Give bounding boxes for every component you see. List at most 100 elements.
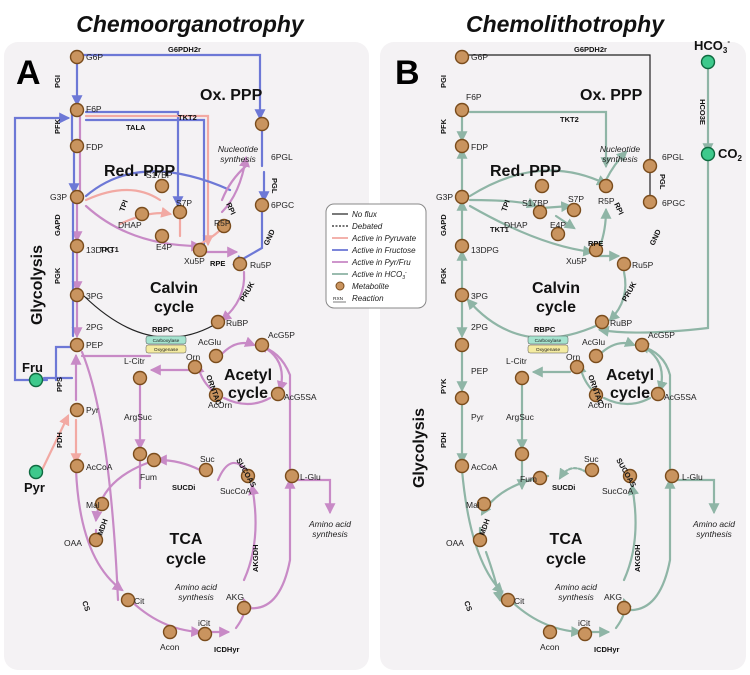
- metabolite-label: Suc: [200, 454, 215, 464]
- metabolite-label: RuBP: [226, 318, 249, 328]
- metabolite-node: [616, 600, 632, 616]
- reaction-label: TPI: [117, 199, 129, 213]
- metabolite-node: [622, 468, 638, 484]
- reaction-label: GAPD: [53, 214, 62, 236]
- metabolite-label: iCit: [578, 618, 591, 628]
- panel-a-title: Chemoorganotrophy: [76, 11, 305, 37]
- metabolite-node: [584, 462, 600, 478]
- panel-a-labels: G6P F6P FDP G3P 13DPG 3PG 2PG PEP Pyr Ac…: [50, 52, 321, 652]
- reaction-label: RPE: [210, 259, 225, 268]
- reaction-label: TKT2: [560, 115, 579, 124]
- legend-pyruvate: Active in Pyruvate: [351, 234, 417, 243]
- metabolite-node: [454, 238, 470, 254]
- metabolite-node: [187, 359, 203, 375]
- metabolite-node: [88, 532, 104, 548]
- metabolite-label: AcG5P: [268, 330, 295, 340]
- metabolite-label: AKG: [604, 592, 622, 602]
- legend-reaction: Reaction: [352, 294, 384, 303]
- metabolite-node: [154, 178, 170, 194]
- metabolite-node: [120, 592, 136, 608]
- metabolite-label: S17BP: [146, 170, 173, 180]
- metabolite-node: [132, 446, 148, 462]
- metabolite-label: F6P: [466, 92, 482, 102]
- metabolite-label: OAA: [446, 538, 464, 548]
- metabolite-label: AcGlu: [582, 337, 605, 347]
- nucleotide-synthesis-label-1: Nucleotide: [218, 144, 258, 154]
- metabolite-node: [532, 204, 548, 220]
- metabolite-node: [232, 256, 248, 272]
- metabolite-node: [454, 458, 470, 474]
- reaction-label: HCO3E: [698, 99, 707, 125]
- metabolite-label: PEP: [86, 340, 103, 350]
- metabolite-label: Mal: [466, 500, 480, 510]
- co2-external-node: [700, 146, 716, 162]
- metabolite-node: [254, 116, 270, 132]
- metabolite-node: [616, 256, 632, 272]
- metabolite-label: S7P: [176, 198, 192, 208]
- metabolite-label: AcOrn: [208, 400, 232, 410]
- glycolysis-label: Glycolysis: [411, 408, 428, 488]
- metabolite-label: Ru5P: [250, 260, 272, 270]
- metabolite-label: 3PG: [86, 291, 103, 301]
- metabolite-label: Mal: [86, 500, 100, 510]
- metabolite-node: [69, 337, 85, 353]
- reaction-label: AKGDH: [633, 545, 642, 573]
- metabolite-label: R5P: [214, 218, 231, 228]
- tca-label-1: TCA: [550, 531, 583, 548]
- carboxylase-label: Carboxylase: [535, 338, 562, 344]
- metabolite-label: 13DPG: [86, 245, 114, 255]
- reaction-label: PYK: [439, 378, 448, 394]
- fru-label: Fru: [22, 360, 43, 375]
- metabolite-label: L-Citr: [506, 356, 527, 366]
- metabolite-label: Xu5P: [184, 256, 205, 266]
- metabolite-label: DHAP: [504, 220, 528, 230]
- metabolite-node: [254, 197, 270, 213]
- legend-pyr-fru: Active in Pyr/Fru: [351, 258, 411, 267]
- amino-synthesis-label-2: synthesis: [178, 592, 214, 602]
- hco3-external-node: [700, 54, 716, 70]
- metabolite-node: [594, 314, 610, 330]
- metabolite-label: E4P: [550, 220, 566, 230]
- metabolite-label: L-Citr: [124, 356, 145, 366]
- tca-label-2: cycle: [166, 551, 206, 568]
- metabolite-label: Ru5P: [632, 260, 654, 270]
- metabolite-node: [69, 189, 85, 205]
- rubisco-badge-a: Carboxylase Oxygenase: [145, 335, 187, 354]
- metabolite-label: Cit: [514, 596, 525, 606]
- metabolite-node: [500, 592, 516, 608]
- panel-a-letter: A: [16, 54, 41, 92]
- panel-a-cycles: Ox. PPP Red. PPP Glycolysis Calvin cycle…: [22, 87, 351, 602]
- metabolite-label: G6P: [471, 52, 488, 62]
- metabolite-label: S7P: [568, 194, 584, 204]
- metabolite-node: [69, 49, 85, 65]
- legend-metabolite: Metabolite: [352, 282, 389, 291]
- metabolite-label: FDP: [86, 142, 103, 152]
- reaction-label: TPI: [499, 199, 511, 213]
- pyr-label: Pyr: [24, 480, 45, 495]
- reaction-label: TALA: [126, 123, 146, 132]
- metabolite-label: G6P: [86, 52, 103, 62]
- metabolite-node: [132, 370, 148, 386]
- pyr-external-node: [28, 464, 44, 480]
- ox-ppp-label: Ox. PPP: [580, 87, 643, 104]
- metabolite-node: [154, 228, 170, 244]
- reaction-label: RBPC: [152, 325, 174, 334]
- nucleotide-synthesis-label-2: synthesis: [220, 154, 256, 164]
- metabolite-node: [162, 624, 178, 640]
- metabolite-node: [454, 337, 470, 353]
- nucleotide-synthesis-label-1: Nucleotide: [600, 144, 640, 154]
- metabolite-label: L-Glu: [300, 472, 321, 482]
- metabolite-label: OAA: [64, 538, 82, 548]
- metabolite-label: Orn: [566, 352, 580, 362]
- metabolite-node: [69, 238, 85, 254]
- reaction-label: RPE: [588, 239, 603, 248]
- metabolite-label: 6PGL: [662, 152, 684, 162]
- reaction-label: GAPD: [439, 214, 448, 236]
- acetyl-label-2: cycle: [610, 385, 650, 402]
- metabolite-label: AcOrn: [588, 400, 612, 410]
- panel-b-labels: G6P F6P FDP G3P 13DPG 3PG 2PG PEP Pyr Ac…: [436, 52, 703, 652]
- metabolite-node: [192, 242, 208, 258]
- reaction-label: PDH: [439, 432, 448, 448]
- metabolite-node: [476, 496, 492, 512]
- co2-label: CO2: [718, 146, 743, 163]
